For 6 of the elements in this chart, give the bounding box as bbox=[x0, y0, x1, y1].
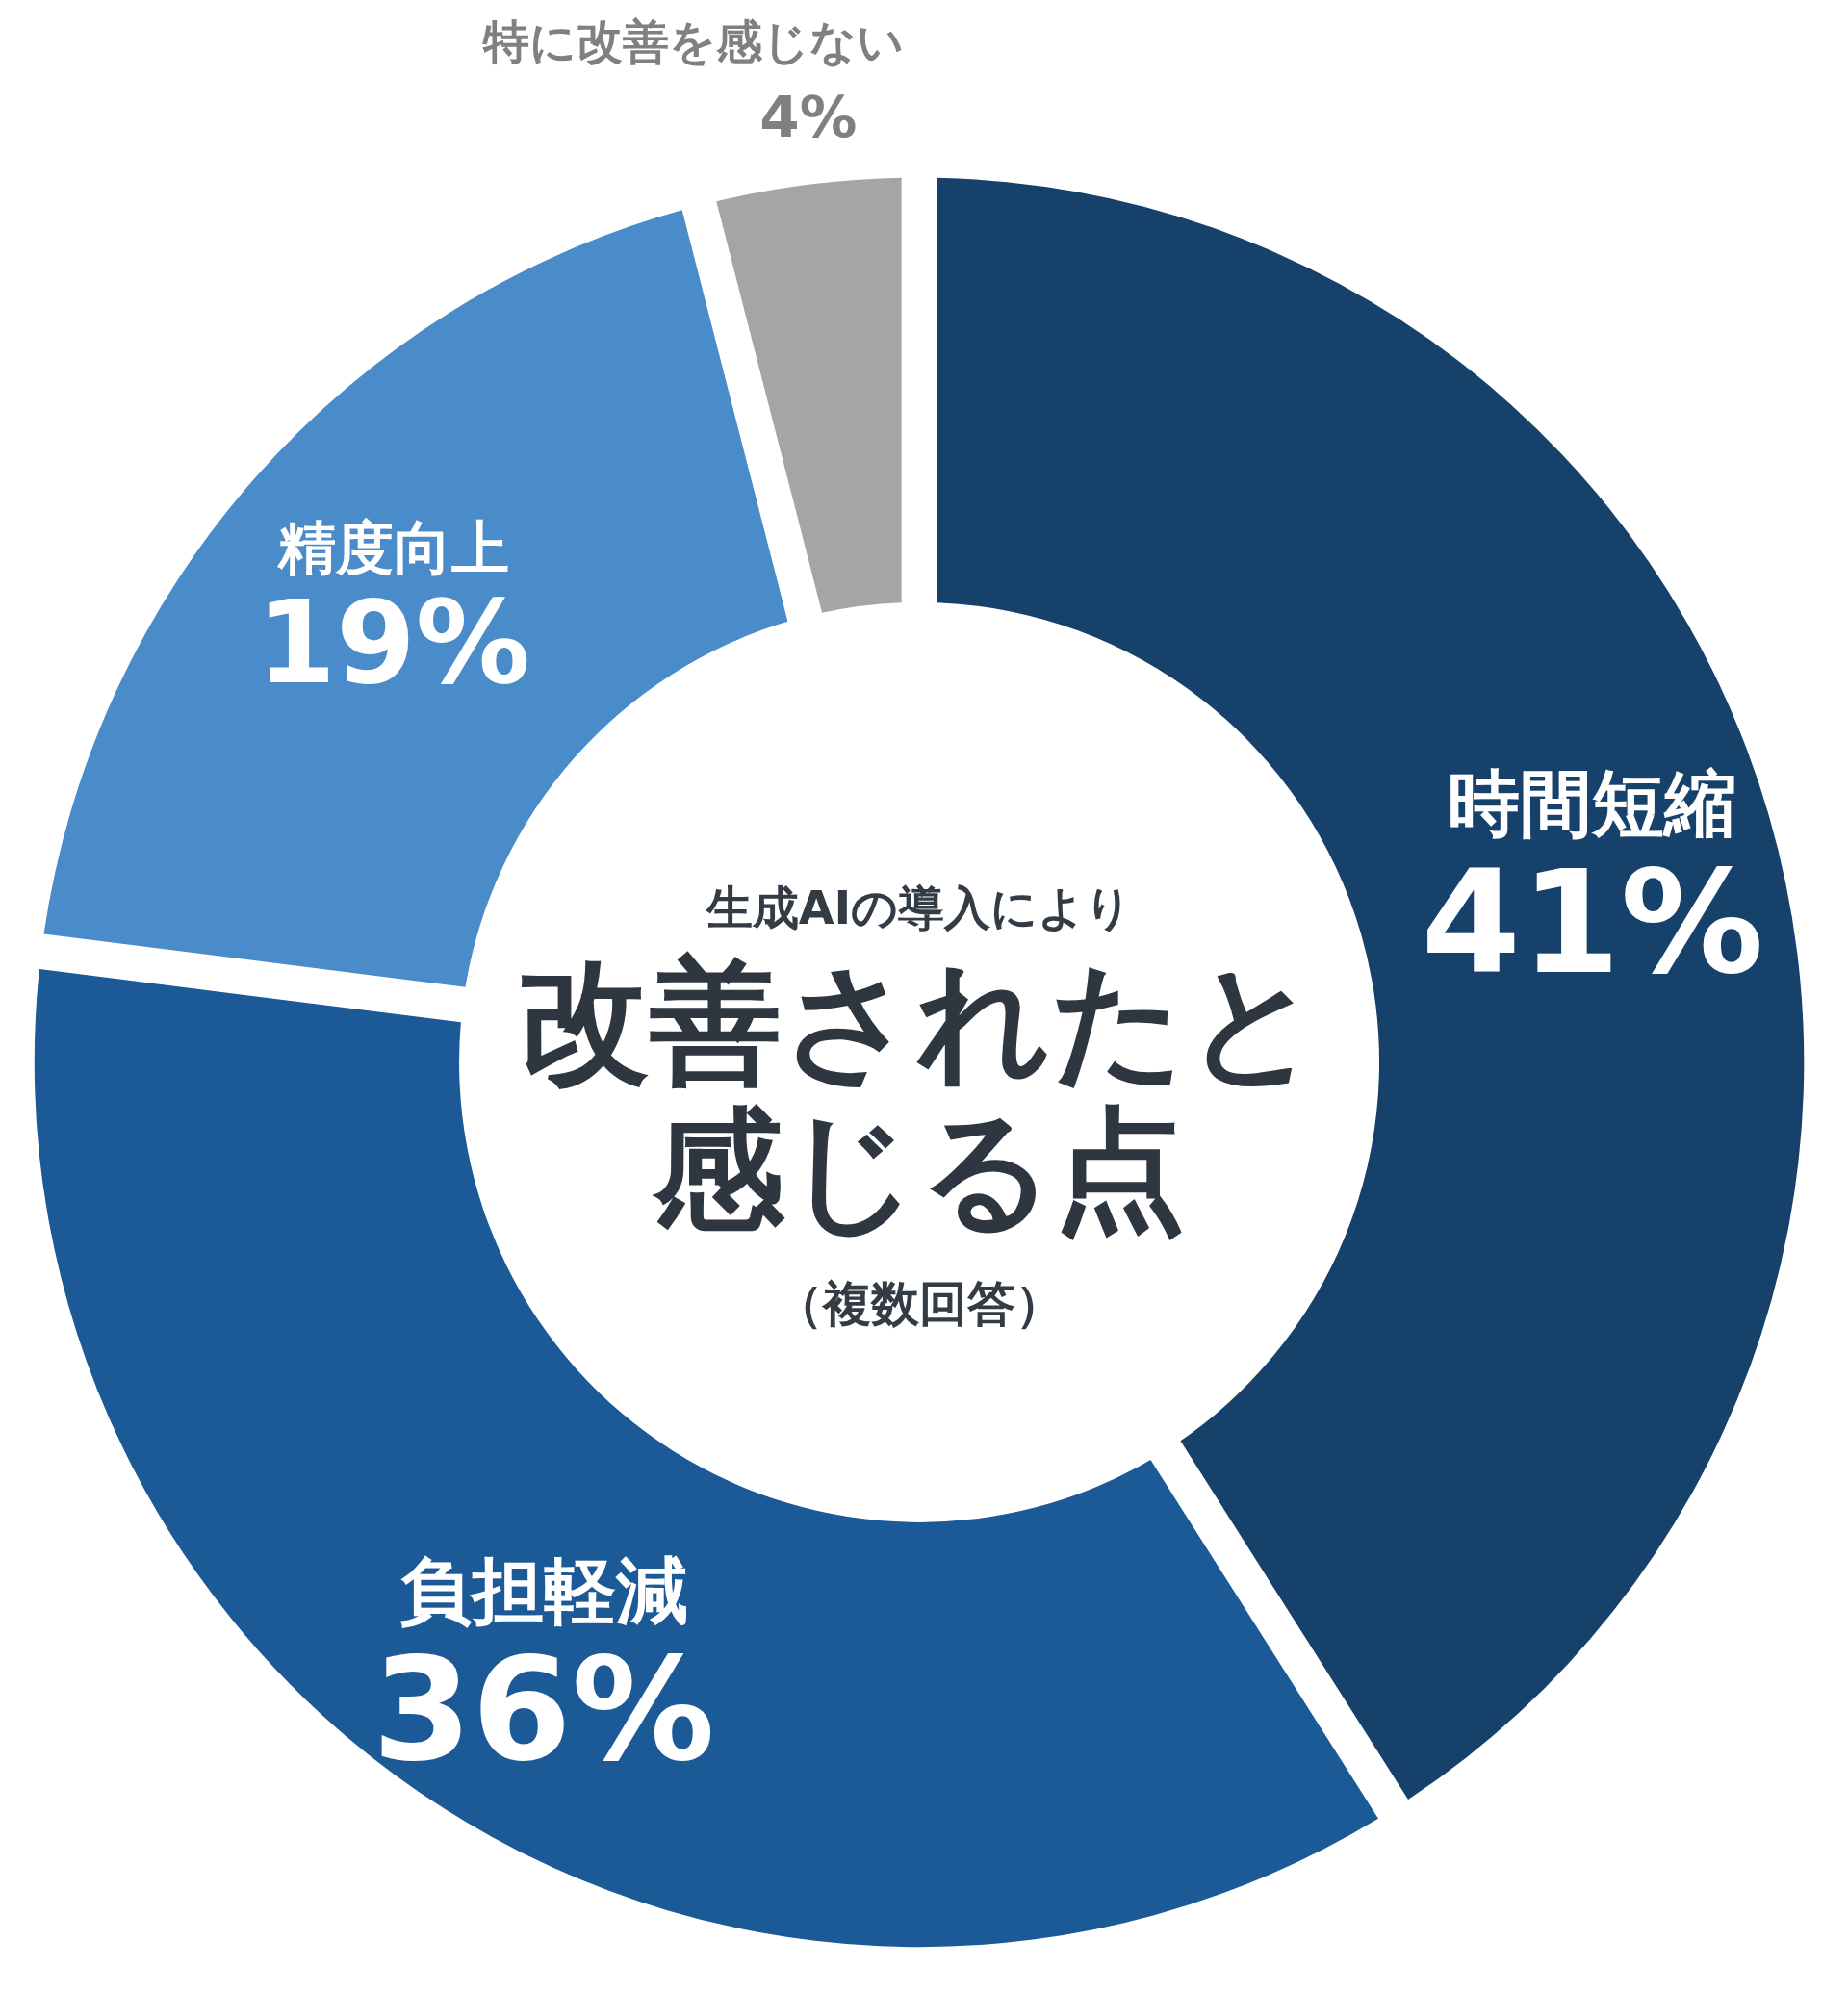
slice-label: 特に改善を感じない bbox=[482, 14, 905, 68]
text: 改善されたと感じる点 bbox=[518, 944, 1322, 1246]
slice-label: 時間短縮 bbox=[1448, 761, 1737, 847]
text: 生成AIの導入により bbox=[704, 881, 1133, 935]
text: （複数回答） bbox=[775, 1275, 1065, 1332]
data-label: 4% bbox=[759, 84, 858, 150]
